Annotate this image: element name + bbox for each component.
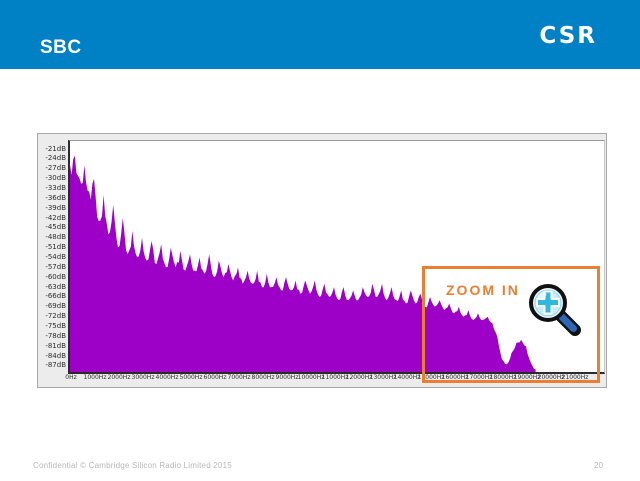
- y-tick-label: -84dB: [45, 351, 66, 360]
- x-tick-label: 19000Hz: [513, 374, 541, 381]
- y-tick-label: -39dB: [45, 203, 66, 212]
- y-tick-label: -42dB: [45, 213, 66, 222]
- spectrum-svg: [70, 155, 536, 372]
- y-tick-label: -81dB: [45, 341, 66, 350]
- y-tick-label: -24dB: [45, 154, 66, 163]
- y-tick-label: -69dB: [45, 302, 66, 311]
- x-tick-label: 5000Hz: [179, 374, 203, 381]
- x-tick-label: 7000Hz: [227, 374, 251, 381]
- x-tick-label: 8000Hz: [251, 374, 275, 381]
- y-tick-label: -51dB: [45, 243, 66, 252]
- x-tick-label: 18000Hz: [489, 374, 517, 381]
- csr-logo: CSR: [539, 23, 597, 49]
- y-tick-label: -48dB: [45, 233, 66, 242]
- x-tick-label: 20000Hz: [537, 374, 565, 381]
- y-tick-label: -87dB: [45, 361, 66, 370]
- spectrum-area: [70, 155, 536, 372]
- x-tick-label: 10000Hz: [297, 374, 325, 381]
- y-tick-label: -36dB: [45, 193, 66, 202]
- header-bar: SBC CSR: [0, 0, 640, 69]
- slide-title: SBC: [40, 37, 82, 58]
- y-tick-label: -27dB: [45, 164, 66, 173]
- x-tick-label: 15000Hz: [417, 374, 445, 381]
- x-tick-label: 1000Hz: [83, 374, 107, 381]
- y-tick-label: -54dB: [45, 252, 66, 261]
- footer-page-number: 20: [594, 461, 603, 470]
- y-tick-label: -33dB: [45, 183, 66, 192]
- y-tick-label: -21dB: [45, 144, 66, 153]
- magnifier-plus-icon: [529, 284, 581, 336]
- x-tick-label: 14000Hz: [393, 374, 421, 381]
- zoom-overlay: ZOOM IN: [422, 266, 600, 383]
- x-tick-label: 16000Hz: [441, 374, 469, 381]
- y-tick-label: -63dB: [45, 282, 66, 291]
- x-tick-label: 12000Hz: [345, 374, 373, 381]
- chart-panel: -21dB -24dB -27dB -30dB -33dB -36dB -39dB -42dB…: [37, 133, 607, 388]
- y-tick-label: -75dB: [45, 322, 66, 331]
- y-tick-label: -30dB: [45, 174, 66, 183]
- x-tick-label: 6000Hz: [203, 374, 227, 381]
- x-tick-label: 11000Hz: [321, 374, 349, 381]
- x-tick-label: 13000Hz: [369, 374, 397, 381]
- x-tick-label: 17000Hz: [465, 374, 493, 381]
- x-tick-label: 2000Hz: [107, 374, 131, 381]
- y-tick-label: -78dB: [45, 331, 66, 340]
- y-tick-label: -66dB: [45, 292, 66, 301]
- x-tick-label: 4000Hz: [155, 374, 179, 381]
- x-tick-label: 0Hz: [65, 374, 77, 381]
- x-tick-label: 3000Hz: [131, 374, 155, 381]
- x-tick-label: 9000Hz: [275, 374, 299, 381]
- y-tick-label: -45dB: [45, 223, 66, 232]
- y-tick-label: -57dB: [45, 262, 66, 271]
- x-tick-label: 21000Hz: [561, 374, 589, 381]
- footer-confidential: Confidential © Cambridge Silicon Radio L…: [33, 461, 232, 470]
- y-tick-label: -60dB: [45, 272, 66, 281]
- plot-area: [68, 140, 605, 374]
- y-tick-label: -72dB: [45, 312, 66, 321]
- zoom-overlay-label: ZOOM IN: [446, 282, 520, 298]
